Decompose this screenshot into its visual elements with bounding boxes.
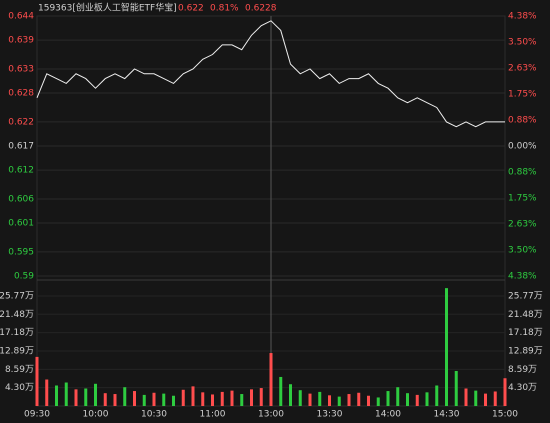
y-tick-label: 0.601: [8, 219, 34, 229]
volume-bar: [123, 387, 127, 406]
header-title: 159363[创业板人工智能ETF华宝]: [38, 2, 177, 14]
y2-tick-label: 3.50%: [508, 38, 537, 48]
y2-tick-label: 4.38%: [508, 12, 537, 22]
volume-bar: [240, 394, 244, 406]
volume-bar: [64, 382, 68, 406]
x-tick-label: 11:00: [200, 410, 226, 420]
y-tick-label: 0.595: [8, 247, 34, 257]
x-tick-label: 10:00: [83, 410, 109, 420]
volume-bar: [337, 396, 341, 406]
volume-bar: [172, 395, 175, 406]
price-line: [36, 20, 505, 128]
y-tick-label: 4.30万: [508, 383, 537, 393]
y-tick-label: 0.612: [8, 166, 34, 176]
volume-bar: [415, 394, 419, 406]
last-price: 0.622: [178, 4, 204, 14]
volume-bar: [201, 392, 205, 406]
y-tick-label: 17.18万: [508, 328, 543, 338]
y2-tick-label: 4.38%: [508, 272, 537, 282]
volume-bar: [35, 356, 39, 406]
volume-bar: [328, 395, 331, 406]
x-tick-label: 09:30: [24, 410, 50, 420]
volume-bar: [133, 391, 136, 406]
x-tick-label: 13:30: [317, 410, 343, 420]
y-tick-label: 0.617: [8, 142, 34, 152]
volume-bar: [445, 288, 448, 406]
x-tick-label: 15:00: [492, 410, 518, 420]
change-pct: 0.81%: [210, 4, 239, 14]
volume-bar: [474, 390, 478, 406]
y2-tick-label: 0.88%: [508, 115, 537, 125]
volume-bar: [220, 391, 224, 406]
volume-bar: [191, 386, 195, 406]
y-tick-label: 8.59万: [5, 365, 34, 375]
volume-bar: [298, 390, 302, 406]
y2-tick-label: 3.50%: [508, 245, 537, 255]
y2-tick-label: 2.63%: [508, 220, 537, 230]
y2-tick-label: 0.00%: [508, 142, 537, 152]
volume-bar: [142, 394, 146, 406]
y-tick-label: 25.77万: [0, 291, 34, 301]
volume-bar: [84, 388, 88, 406]
volume-bar: [425, 392, 429, 406]
volume-bar: [230, 390, 234, 406]
y-tick-label: 0.639: [8, 36, 34, 46]
volume-bar: [503, 378, 507, 406]
y-tick-label: 12.89万: [508, 346, 543, 356]
volume-bar: [152, 392, 156, 406]
volume-bar: [162, 393, 166, 406]
volume-bar: [94, 383, 97, 406]
x-tick-label: 14:00: [375, 410, 401, 420]
volume-bar: [367, 395, 370, 406]
y-tick-label: 0.633: [8, 64, 34, 74]
y-tick-label: 0.622: [8, 117, 34, 127]
volume-bar: [464, 388, 468, 406]
volume-bar: [250, 389, 253, 406]
volume-bar: [259, 388, 263, 406]
y-tick-label: 0.644: [8, 12, 34, 22]
volume-bar: [181, 389, 185, 406]
volume-bar: [55, 385, 58, 406]
y-tick-label: 21.48万: [508, 310, 543, 320]
volume-bar: [211, 394, 214, 406]
volume-bar: [308, 393, 312, 406]
y2-tick-label: 2.63%: [508, 63, 537, 73]
volume-bar: [74, 389, 78, 406]
volume-bar: [493, 391, 497, 406]
volume-bar: [396, 387, 400, 406]
y2-tick-label: 1.75%: [508, 90, 537, 100]
volume-bar: [113, 394, 117, 406]
volume-bar: [386, 391, 390, 406]
average-price: 0.6228: [245, 4, 277, 14]
y-tick-label: 12.89万: [0, 346, 34, 356]
y-tick-label: 21.48万: [0, 310, 34, 320]
volume-bar: [376, 397, 380, 406]
volume-bar: [45, 379, 49, 406]
volume-bar: [289, 384, 292, 406]
volume-bar: [454, 370, 458, 406]
y-tick-label: 0.606: [8, 194, 34, 204]
y2-tick-label: 1.75%: [508, 193, 537, 203]
volume-bar: [103, 393, 107, 406]
y-tick-label: 25.77万: [508, 291, 543, 301]
volume-bar: [484, 393, 487, 406]
volume-bar: [357, 392, 361, 406]
y-tick-label: 4.30万: [5, 383, 34, 393]
y-tick-label: 0.59: [14, 272, 34, 282]
volume-bar: [318, 391, 322, 406]
volume-bar: [435, 385, 439, 406]
y-tick-label: 0.628: [8, 89, 34, 99]
x-tick-label: 10:30: [141, 410, 167, 420]
x-tick-label: 13:00: [258, 410, 284, 420]
volume-bar: [269, 353, 273, 406]
volume-bar: [347, 394, 351, 406]
volume-bar: [406, 393, 409, 406]
y-tick-label: 8.59万: [508, 365, 537, 375]
x-tick-label: 14:30: [434, 410, 460, 420]
volume-bar: [279, 376, 283, 406]
y2-tick-label: 0.88%: [508, 168, 537, 178]
y-tick-label: 17.18万: [0, 328, 34, 338]
